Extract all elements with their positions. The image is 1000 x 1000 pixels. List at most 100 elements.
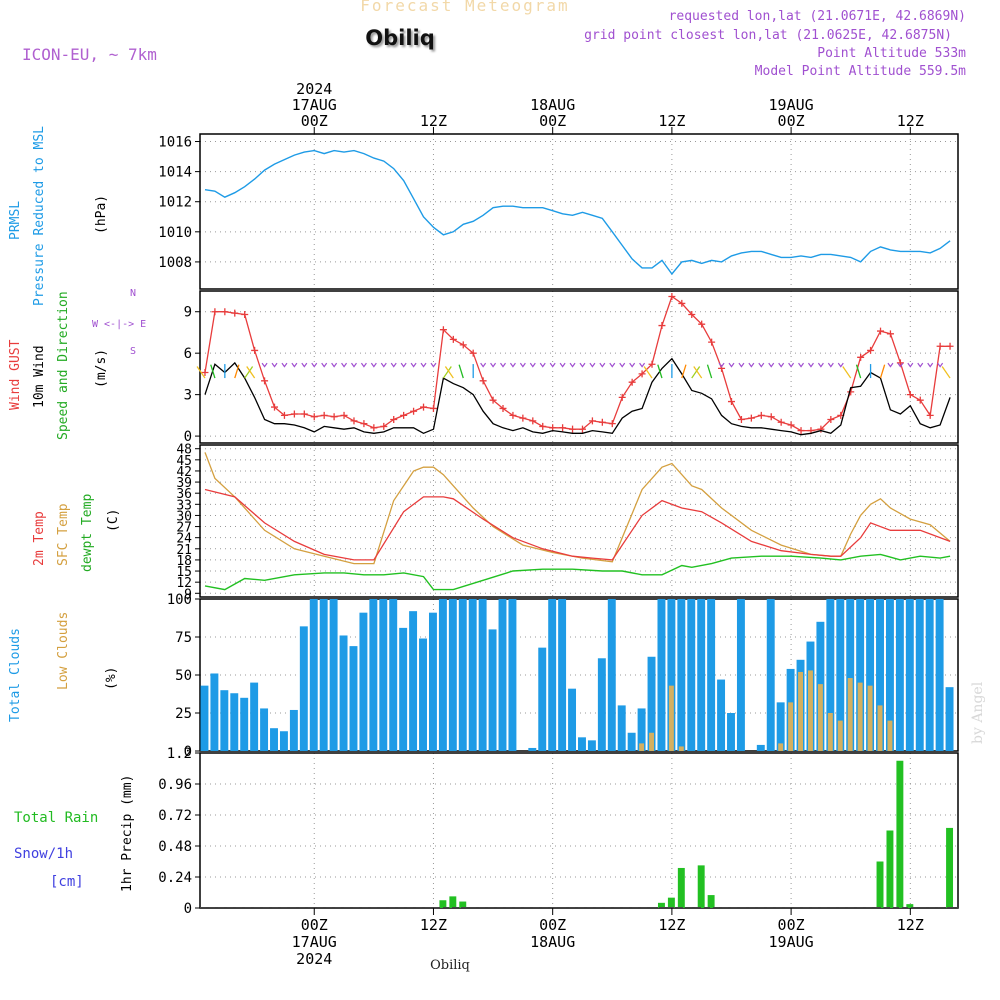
bottom-time-label: 12Z	[897, 916, 924, 934]
wind-gust-marker	[559, 424, 567, 432]
y-tick-label: 75	[175, 630, 192, 646]
wind-direction-arrow	[927, 362, 934, 368]
wind-direction-arrow	[271, 362, 278, 368]
wind-gust-marker	[271, 403, 279, 411]
2m-temp-line	[204, 488, 951, 561]
low-clouds-bar	[817, 684, 823, 751]
top-time-label: 18AUG	[530, 96, 575, 114]
wind-gust-marker	[708, 338, 716, 346]
grid-point-coords: grid point closest lon,lat (21.0625E, 42…	[584, 28, 952, 43]
wind-direction-arrow	[281, 362, 288, 368]
total-clouds-bar	[409, 611, 418, 751]
y-tick-label: 15	[176, 565, 192, 580]
bottom-time-label: 2024	[296, 950, 332, 968]
wind-gust-marker	[817, 425, 825, 433]
wind-direction-arrow	[331, 362, 338, 368]
wind-direction-arrow	[579, 362, 586, 368]
wind-direction-arrow	[768, 362, 775, 368]
wind-gust-marker	[449, 335, 457, 343]
total-clouds-bar	[607, 599, 616, 751]
panel-frame	[199, 444, 959, 598]
y-tick-label: 9	[184, 305, 192, 321]
wind-gust-marker	[946, 342, 954, 350]
wind-gust-marker	[797, 427, 805, 435]
total-clouds-bar	[260, 708, 269, 751]
wind-direction-arrow	[657, 364, 663, 379]
total-clouds-bar	[717, 679, 726, 751]
y-tick-label: 50	[175, 668, 192, 684]
snow-unit-label: [cm]	[50, 874, 84, 890]
wind-gust-marker	[628, 378, 636, 386]
wind-gust-marker	[638, 370, 646, 378]
total-clouds-bar	[548, 599, 557, 751]
wind-direction-arrow	[855, 364, 862, 379]
total-clouds-bar	[538, 647, 547, 751]
wind-gust-marker	[350, 417, 358, 425]
bottom-time-label: 00Z	[778, 916, 805, 934]
y-tick-label: 39	[176, 476, 192, 491]
total-clouds-bar	[677, 599, 686, 751]
total-clouds-bar	[220, 690, 229, 751]
panel-frame	[199, 133, 959, 290]
y-tick-label: 0	[184, 429, 192, 445]
total-clouds-bar	[766, 599, 775, 751]
total-clouds-bar	[945, 687, 954, 751]
total-clouds-bar	[240, 697, 249, 751]
wind-direction-arrow	[907, 362, 914, 368]
wind-gust-marker	[280, 411, 288, 419]
wind-gust-marker	[896, 359, 904, 367]
y-tick-label: 100	[167, 592, 192, 608]
total-clouds-bar	[210, 673, 219, 751]
low-clouds-bar	[857, 682, 863, 751]
total-clouds-bar	[687, 599, 696, 751]
y-tick-label: 1014	[158, 165, 192, 181]
wind-direction-arrow	[706, 364, 713, 379]
top-time-label: 12Z	[897, 112, 924, 130]
wind-direction-arrow	[817, 362, 824, 368]
wind-gust-marker	[251, 346, 259, 354]
wind-gust-marker	[320, 411, 328, 419]
wind-direction-arrow	[639, 362, 646, 368]
wind-gust-marker	[420, 403, 428, 411]
location-title: Obiliq	[365, 26, 435, 50]
y-tick-label: 0	[184, 901, 192, 917]
wind-gust-marker	[390, 416, 398, 424]
total-clouds-bar	[856, 599, 865, 751]
bottom-time-label: 00Z	[539, 916, 566, 934]
wind-direction-arrow	[400, 362, 407, 368]
low-clouds-bar	[788, 702, 794, 751]
wind-gust-marker	[906, 391, 914, 399]
wind-gust-marker	[936, 342, 944, 350]
wind-direction-arrow	[681, 364, 687, 379]
total-clouds-bar	[279, 731, 288, 751]
wind-direction-arrow	[410, 362, 417, 368]
wind-gust-marker	[727, 398, 735, 406]
wind-gust-marker	[489, 396, 497, 404]
wind-gust-marker	[400, 411, 408, 419]
wind-direction-arrow	[444, 366, 454, 379]
wind-gust-marker	[737, 416, 745, 424]
wind-direction-arrow	[350, 362, 357, 368]
wind-gust-marker	[867, 346, 875, 354]
total-clouds-bar	[359, 612, 368, 751]
total-clouds-bar	[736, 599, 745, 751]
total-clouds-bar	[339, 635, 348, 751]
wind-direction-arrow	[937, 362, 944, 368]
wind-gust-marker	[410, 407, 418, 415]
total-clouds-bar	[458, 599, 467, 751]
wind-gust-marker	[668, 293, 676, 301]
wind-gust-marker	[310, 413, 318, 421]
total-clouds-bar	[319, 599, 328, 751]
wind-gust-marker	[777, 418, 785, 426]
wind-gust-marker	[588, 417, 596, 425]
total-rain-label: Total Rain	[14, 810, 99, 826]
low-clouds-bar	[847, 678, 853, 751]
model-label: ICON-EU, ~ 7km	[22, 45, 157, 64]
wind-gust-marker	[231, 309, 239, 317]
wind-gust-marker	[290, 410, 298, 418]
wind-gust-marker	[469, 349, 477, 357]
wind-direction-arrow	[879, 364, 886, 379]
rain-bar	[439, 900, 447, 908]
wind-direction-arrow	[341, 362, 348, 368]
footer-location: Obiliq	[430, 958, 470, 973]
